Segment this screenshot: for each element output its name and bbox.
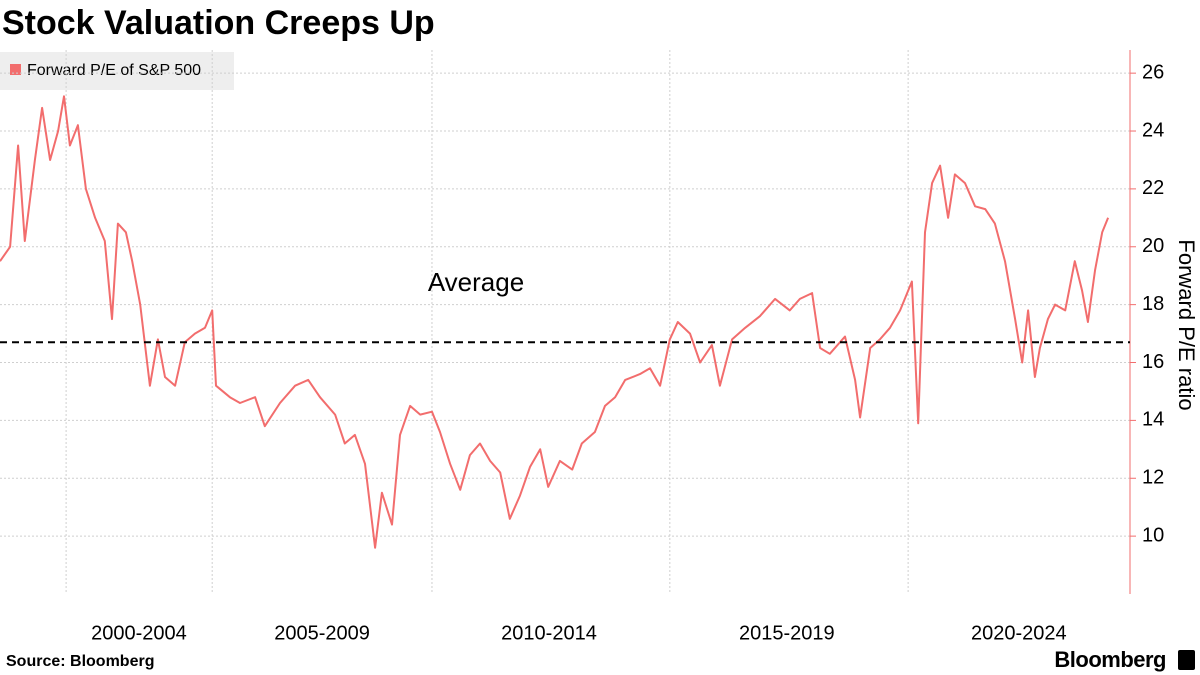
legend-box <box>0 52 234 90</box>
average-label: Average <box>428 267 524 297</box>
y-tick-label: 12 <box>1142 467 1164 489</box>
y-tick-label: 10 <box>1142 524 1164 546</box>
brand: Bloomberg <box>1054 647 1166 672</box>
y-tick-label: 24 <box>1142 119 1164 141</box>
legend-swatch <box>10 64 21 75</box>
y-tick-label: 18 <box>1142 293 1164 315</box>
y-tick-label: 16 <box>1142 351 1164 373</box>
x-tick-label: 2015-2019 <box>739 622 835 644</box>
x-tick-label: 2020-2024 <box>971 622 1067 644</box>
brand-icon <box>1178 650 1195 670</box>
x-tick-label: 2005-2009 <box>274 622 370 644</box>
y-tick-label: 26 <box>1142 61 1164 83</box>
y-tick-label: 14 <box>1142 409 1164 431</box>
x-tick-label: 2010-2014 <box>501 622 597 644</box>
y-tick-label: 22 <box>1142 177 1164 199</box>
source: Source: Bloomberg <box>6 653 154 670</box>
chart-title: Stock Valuation Creeps Up <box>2 4 435 42</box>
y-axis-title: Forward P/E ratio <box>1174 239 1199 410</box>
y-tick-label: 20 <box>1142 235 1164 257</box>
x-tick-label: 2000-2004 <box>91 622 187 644</box>
legend-label: Forward P/E of S&P 500 <box>27 62 201 79</box>
line-series <box>0 95 1110 549</box>
